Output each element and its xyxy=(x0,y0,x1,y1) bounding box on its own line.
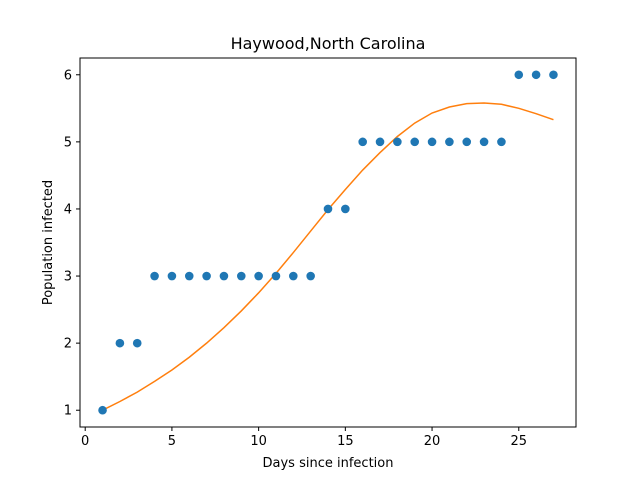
data-point xyxy=(549,70,558,80)
data-point xyxy=(236,271,246,281)
y-tick-label: 4 xyxy=(64,202,72,217)
data-point xyxy=(289,271,298,281)
data-point xyxy=(531,70,541,80)
data-point xyxy=(150,271,159,281)
data-point xyxy=(462,137,472,147)
data-point xyxy=(271,271,281,281)
x-tick-label: 5 xyxy=(168,434,176,449)
data-point xyxy=(219,271,229,281)
data-point xyxy=(323,204,333,214)
x-tick-label: 15 xyxy=(337,434,354,449)
y-tick-label: 2 xyxy=(64,337,72,352)
plot-frame xyxy=(79,57,577,428)
data-point xyxy=(254,271,263,281)
y-tick-label: 5 xyxy=(64,135,72,150)
data-point xyxy=(497,137,506,147)
data-point xyxy=(479,137,489,147)
data-point xyxy=(393,137,402,147)
x-tick-label: 0 xyxy=(81,434,89,449)
x-tick-label: 25 xyxy=(510,434,527,449)
y-tick-label: 1 xyxy=(64,404,72,419)
data-point xyxy=(115,338,125,348)
data-point xyxy=(445,137,454,147)
y-axis-label: Population infected xyxy=(41,180,56,305)
data-point xyxy=(167,271,177,281)
data-point xyxy=(514,70,524,80)
data-point xyxy=(306,271,315,281)
x-tick-label: 10 xyxy=(250,434,267,449)
chart-title: Haywood,North Carolina xyxy=(231,34,426,53)
data-point xyxy=(98,405,107,415)
data-point xyxy=(410,137,420,147)
data-point xyxy=(427,137,437,147)
x-axis-label: Days since infection xyxy=(263,456,394,471)
x-axis: 0 5 10 15 20 25 xyxy=(81,427,527,449)
data-point xyxy=(358,137,367,147)
data-point xyxy=(341,204,350,214)
y-axis: 1 2 3 4 5 6 xyxy=(64,68,80,419)
data-point xyxy=(375,137,385,147)
data-point xyxy=(132,338,142,348)
data-point xyxy=(202,271,211,281)
x-tick-label: 20 xyxy=(424,434,441,449)
y-tick-label: 3 xyxy=(64,270,72,285)
y-tick-label: 6 xyxy=(64,68,72,83)
plot-area xyxy=(98,70,558,415)
data-point xyxy=(184,271,194,281)
